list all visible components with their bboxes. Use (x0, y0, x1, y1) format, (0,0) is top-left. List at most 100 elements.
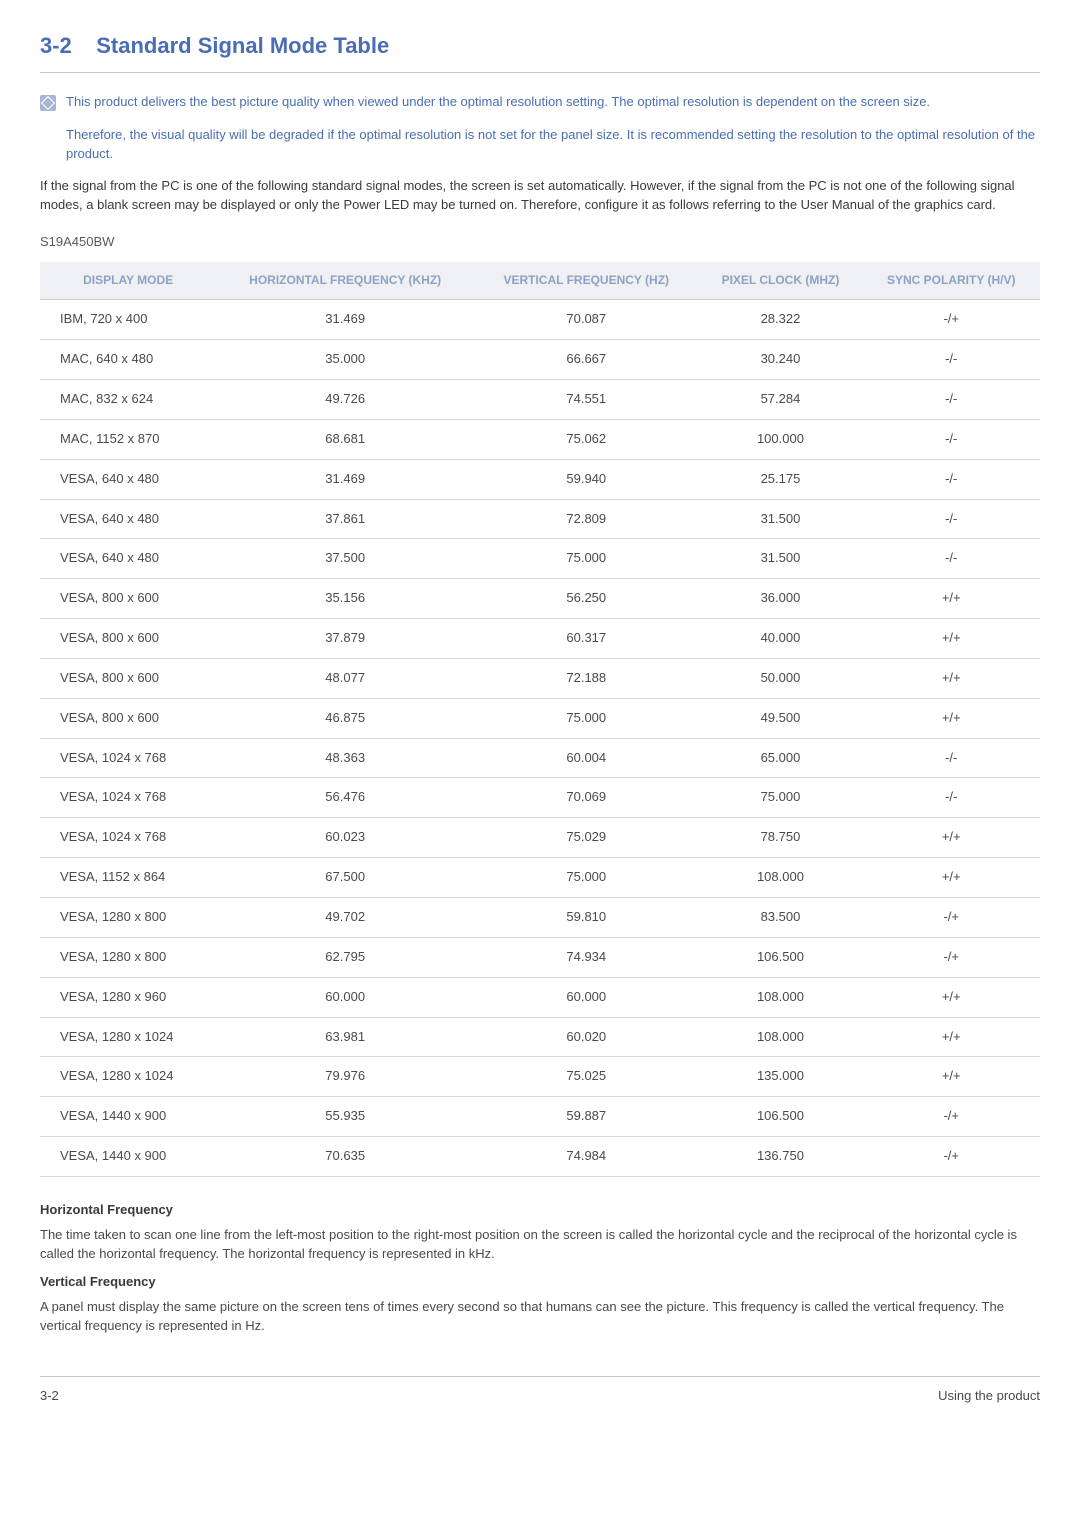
table-cell: VESA, 1024 x 768 (40, 778, 216, 818)
table-cell: 40.000 (698, 619, 862, 659)
table-cell: 75.062 (474, 419, 698, 459)
col-display-mode: DISPLAY MODE (40, 262, 216, 300)
table-cell: VESA, 640 x 480 (40, 539, 216, 579)
table-cell: 74.551 (474, 380, 698, 420)
table-cell: 35.000 (216, 340, 474, 380)
table-cell: 50.000 (698, 658, 862, 698)
table-cell: -/- (862, 340, 1040, 380)
table-cell: 60.023 (216, 818, 474, 858)
table-cell: VESA, 1280 x 1024 (40, 1017, 216, 1057)
table-cell: VESA, 1152 x 864 (40, 858, 216, 898)
table-cell: -/- (862, 459, 1040, 499)
table-row: VESA, 800 x 60035.15656.25036.000+/+ (40, 579, 1040, 619)
table-cell: 31.500 (698, 539, 862, 579)
table-row: VESA, 1440 x 90070.63574.984136.750-/+ (40, 1137, 1040, 1177)
table-row: VESA, 1280 x 102463.98160.020108.000+/+ (40, 1017, 1040, 1057)
hf-body: The time taken to scan one line from the… (40, 1226, 1040, 1264)
table-cell: VESA, 640 x 480 (40, 459, 216, 499)
table-cell: VESA, 1280 x 1024 (40, 1057, 216, 1097)
table-row: VESA, 800 x 60046.87575.00049.500+/+ (40, 698, 1040, 738)
table-cell: 74.934 (474, 937, 698, 977)
table-cell: VESA, 640 x 480 (40, 499, 216, 539)
table-cell: 70.087 (474, 300, 698, 340)
table-cell: 60.020 (474, 1017, 698, 1057)
table-cell: 37.879 (216, 619, 474, 659)
table-cell: -/- (862, 419, 1040, 459)
table-cell: 108.000 (698, 1017, 862, 1057)
table-cell: IBM, 720 x 400 (40, 300, 216, 340)
table-row: VESA, 1280 x 96060.00060.000108.000+/+ (40, 977, 1040, 1017)
table-cell: 56.250 (474, 579, 698, 619)
table-cell: MAC, 640 x 480 (40, 340, 216, 380)
table-row: VESA, 1024 x 76856.47670.06975.000-/- (40, 778, 1040, 818)
table-cell: 31.500 (698, 499, 862, 539)
note-text-1: This product delivers the best picture q… (66, 93, 930, 112)
table-row: VESA, 800 x 60048.07772.18850.000+/+ (40, 658, 1040, 698)
table-cell: 25.175 (698, 459, 862, 499)
section-number: 3-2 (40, 33, 72, 58)
table-cell: VESA, 1280 x 800 (40, 898, 216, 938)
table-cell: 68.681 (216, 419, 474, 459)
table-cell: 46.875 (216, 698, 474, 738)
table-cell: 60.004 (474, 738, 698, 778)
table-row: VESA, 1024 x 76860.02375.02978.750+/+ (40, 818, 1040, 858)
table-cell: 79.976 (216, 1057, 474, 1097)
table-cell: VESA, 800 x 600 (40, 619, 216, 659)
table-cell: VESA, 1440 x 900 (40, 1137, 216, 1177)
table-cell: 75.000 (698, 778, 862, 818)
vf-heading: Vertical Frequency (40, 1273, 1040, 1292)
table-cell: 83.500 (698, 898, 862, 938)
hf-heading: Horizontal Frequency (40, 1201, 1040, 1220)
table-cell: 65.000 (698, 738, 862, 778)
table-row: VESA, 640 x 48037.86172.80931.500-/- (40, 499, 1040, 539)
section-title: Standard Signal Mode Table (96, 33, 389, 58)
table-cell: -/+ (862, 898, 1040, 938)
table-cell: 100.000 (698, 419, 862, 459)
table-row: MAC, 1152 x 87068.68175.062100.000-/- (40, 419, 1040, 459)
table-cell: -/+ (862, 937, 1040, 977)
page-footer: 3-2 Using the product (40, 1376, 1040, 1406)
table-cell: 62.795 (216, 937, 474, 977)
table-cell: VESA, 800 x 600 (40, 579, 216, 619)
table-cell: +/+ (862, 858, 1040, 898)
table-row: MAC, 640 x 48035.00066.66730.240-/- (40, 340, 1040, 380)
table-cell: +/+ (862, 1017, 1040, 1057)
table-cell: 108.000 (698, 858, 862, 898)
table-cell: 136.750 (698, 1137, 862, 1177)
table-cell: +/+ (862, 658, 1040, 698)
table-row: VESA, 1024 x 76848.36360.00465.000-/- (40, 738, 1040, 778)
table-cell: 49.726 (216, 380, 474, 420)
table-cell: 56.476 (216, 778, 474, 818)
table-cell: -/+ (862, 1097, 1040, 1137)
table-cell: 75.029 (474, 818, 698, 858)
table-cell: 108.000 (698, 977, 862, 1017)
table-cell: -/- (862, 738, 1040, 778)
table-row: VESA, 640 x 48037.50075.00031.500-/- (40, 539, 1040, 579)
footer-right: Using the product (938, 1387, 1040, 1406)
table-cell: VESA, 800 x 600 (40, 658, 216, 698)
table-cell: -/- (862, 380, 1040, 420)
table-cell: 75.000 (474, 539, 698, 579)
table-cell: 55.935 (216, 1097, 474, 1137)
table-cell: 63.981 (216, 1017, 474, 1057)
signal-mode-table: DISPLAY MODE HORIZONTAL FREQUENCY (KHZ) … (40, 262, 1040, 1177)
table-cell: 59.940 (474, 459, 698, 499)
table-cell: 60.000 (216, 977, 474, 1017)
col-pixel-clock: PIXEL CLOCK (MHZ) (698, 262, 862, 300)
table-cell: 70.635 (216, 1137, 474, 1177)
table-cell: 70.069 (474, 778, 698, 818)
model-label: S19A450BW (40, 233, 1040, 252)
table-cell: -/- (862, 499, 1040, 539)
col-sync-polarity: SYNC POLARITY (H/V) (862, 262, 1040, 300)
table-body: IBM, 720 x 40031.46970.08728.322-/+MAC, … (40, 300, 1040, 1177)
table-cell: 75.000 (474, 858, 698, 898)
table-row: IBM, 720 x 40031.46970.08728.322-/+ (40, 300, 1040, 340)
table-cell: VESA, 1440 x 900 (40, 1097, 216, 1137)
intro-paragraph: If the signal from the PC is one of the … (40, 177, 1040, 215)
table-cell: 60.000 (474, 977, 698, 1017)
table-cell: VESA, 1024 x 768 (40, 818, 216, 858)
table-row: VESA, 1280 x 80049.70259.81083.500-/+ (40, 898, 1040, 938)
table-cell: 75.000 (474, 698, 698, 738)
table-cell: +/+ (862, 977, 1040, 1017)
col-v-freq: VERTICAL FREQUENCY (HZ) (474, 262, 698, 300)
